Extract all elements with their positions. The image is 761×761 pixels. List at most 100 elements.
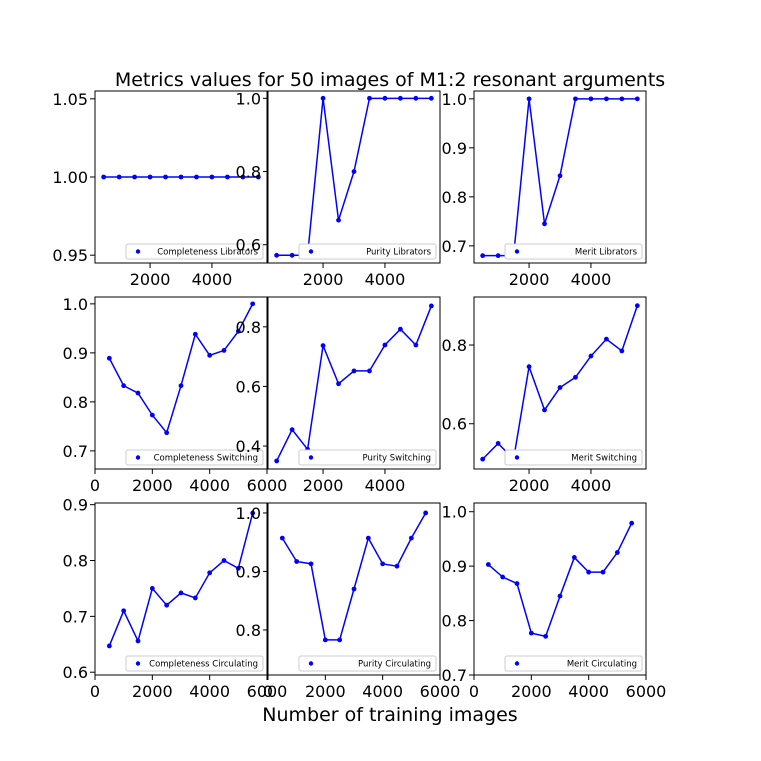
subplot-3: 2000 4000 0.7 0.8 0.9 1.0 Merit Librators	[442, 90, 647, 289]
data-point	[207, 352, 213, 358]
axes-frame	[267, 502, 441, 676]
data-point	[274, 252, 280, 258]
data-point	[192, 595, 198, 601]
data-point	[480, 456, 486, 462]
data-point	[367, 368, 372, 374]
y-tick-label: 0.7	[442, 237, 467, 256]
series-line	[482, 305, 639, 461]
data-point	[320, 343, 326, 348]
data-point	[514, 581, 520, 586]
legend-box	[125, 449, 264, 466]
axes-frame	[267, 296, 441, 470]
data-point	[604, 336, 609, 342]
data-point	[619, 348, 625, 354]
series-line	[275, 305, 433, 462]
data-point	[413, 342, 419, 348]
data-point	[279, 535, 285, 541]
axes-frame	[473, 502, 647, 676]
data-point	[194, 174, 199, 180]
x-tick-label: 2000	[132, 476, 173, 495]
data-point	[106, 643, 112, 649]
data-point	[428, 95, 434, 101]
x-tick-label: 0	[90, 476, 100, 495]
data-point	[240, 174, 246, 180]
data-point	[337, 637, 343, 643]
data-point	[322, 637, 328, 643]
data-point	[408, 535, 414, 541]
y-tick-label: 1.0	[63, 295, 88, 314]
y-tick-label: 0.6	[442, 415, 467, 434]
legend-box	[504, 449, 643, 466]
x-tick-label: 4000	[571, 270, 612, 289]
legend-marker	[308, 249, 314, 254]
data-point	[542, 221, 547, 227]
legend-box	[298, 655, 437, 672]
data-point	[116, 174, 122, 180]
subplot-8: 0 2000 4000 6000 0.8 0.9 1.0 Purity Circulating	[236, 502, 460, 701]
x-tick-label: 4000	[571, 476, 612, 495]
legend-label: Merit Librators	[575, 248, 638, 258]
data-point	[178, 590, 184, 596]
data-point	[557, 173, 563, 179]
data-point	[573, 96, 578, 102]
data-point	[619, 96, 625, 102]
data-point	[398, 95, 403, 101]
data-point	[382, 95, 388, 101]
data-point	[209, 174, 215, 180]
data-point	[250, 301, 256, 307]
y-tick-label: 1.0	[442, 503, 467, 522]
y-tick-label: 0.8	[63, 393, 88, 412]
legend-label: Merit Switching	[571, 454, 637, 464]
legend-marker	[308, 455, 314, 460]
legend-marker	[135, 455, 141, 460]
legend-marker	[135, 661, 141, 666]
data-point	[178, 174, 184, 180]
data-point	[423, 510, 429, 516]
y-tick-label: 0.6	[63, 663, 88, 682]
x-tick-label: 6000	[247, 682, 288, 701]
data-point	[394, 563, 400, 569]
data-point	[365, 535, 371, 541]
y-tick-label: 1.0	[236, 89, 261, 108]
data-point	[351, 169, 357, 174]
data-point	[526, 96, 532, 102]
data-point	[480, 253, 486, 259]
subplot-2: 2000 4000 0.6 0.8 1.0 Purity Librators	[236, 89, 441, 289]
data-point	[614, 550, 620, 555]
subplot-1: 2000 4000 0.95 1.00 1.05 Completeness Librato…	[52, 90, 268, 289]
data-point	[571, 555, 577, 560]
data-point	[250, 510, 256, 516]
legend-label: Completeness Switching	[154, 454, 258, 464]
y-tick-label: 0.9	[63, 344, 88, 363]
y-tick-label: 0.8	[236, 163, 261, 182]
x-tick-label: 0	[469, 682, 479, 701]
data-point	[164, 430, 170, 436]
data-point	[225, 174, 230, 180]
x-tick-label: 6000	[626, 682, 667, 701]
x-tick-label: 4000	[365, 476, 406, 495]
data-point	[526, 364, 532, 370]
subplot-9: 0 2000 4000 6000 0.7 0.8 0.9 1.0 Merit Circulati…	[442, 502, 667, 701]
legend-label: Purity Librators	[366, 248, 432, 258]
data-point	[380, 561, 386, 567]
data-point	[500, 574, 506, 580]
data-point	[294, 559, 300, 564]
x-tick-label: 2000	[132, 682, 173, 701]
data-point	[235, 565, 241, 571]
data-point	[135, 390, 141, 396]
data-point	[255, 174, 261, 180]
legend-label: Purity Switching	[362, 454, 431, 464]
x-tick-label: 4000	[189, 682, 230, 701]
x-tick-label: 2000	[303, 476, 344, 495]
data-point	[101, 174, 107, 180]
y-tick-label: 0.9	[442, 557, 467, 576]
axes-frame	[473, 90, 647, 264]
data-point	[600, 569, 606, 575]
data-point	[428, 303, 434, 309]
data-point	[289, 427, 295, 433]
y-tick-label: 0.9	[442, 139, 467, 158]
data-point	[382, 342, 388, 348]
data-point	[289, 252, 295, 258]
legend-box	[298, 449, 437, 466]
